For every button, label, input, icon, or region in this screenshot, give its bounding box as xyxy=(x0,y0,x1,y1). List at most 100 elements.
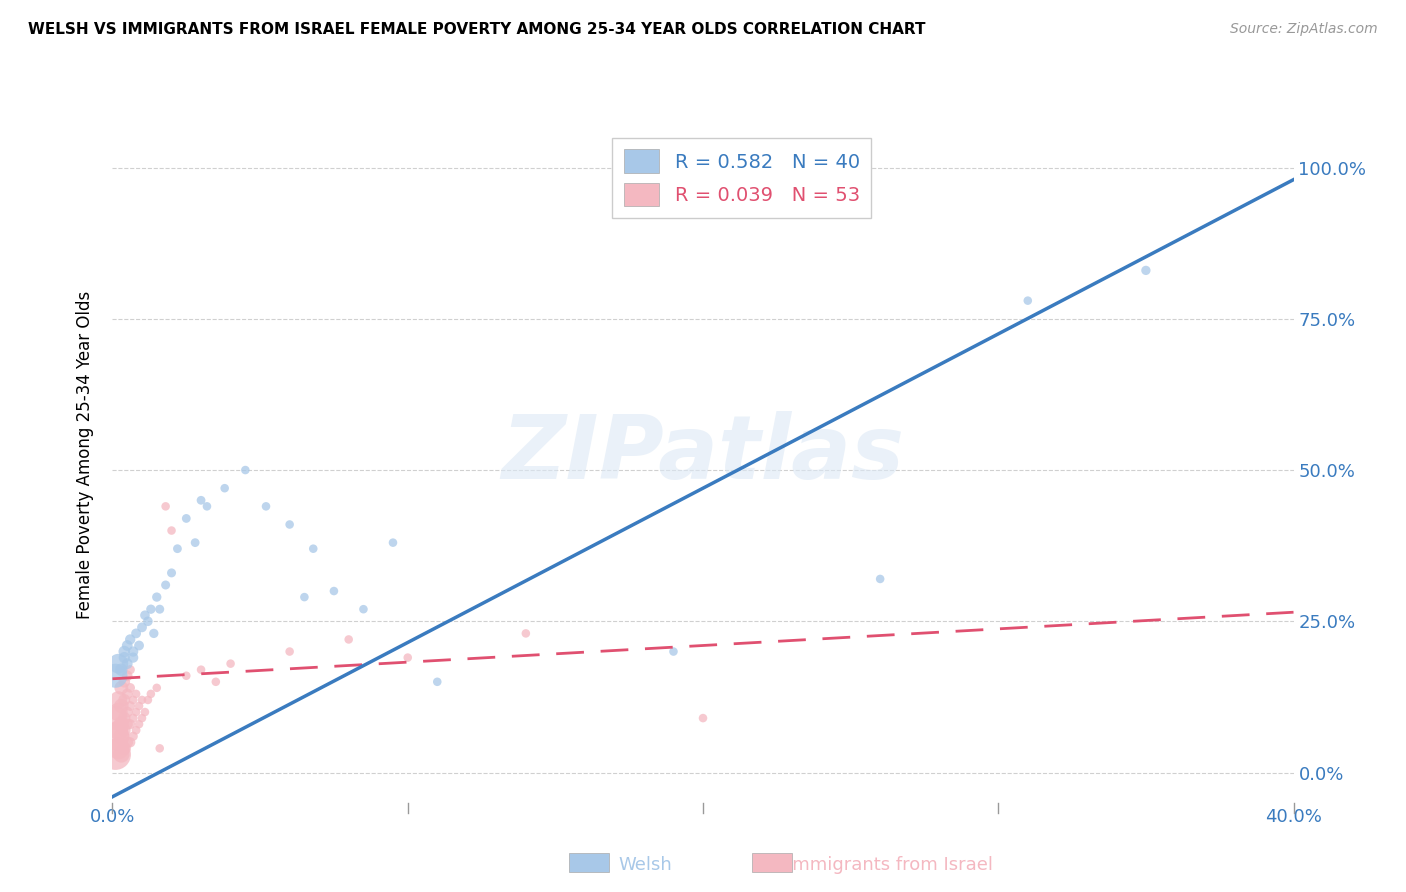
Point xyxy=(515,626,537,640)
Point xyxy=(117,669,138,683)
Point xyxy=(139,602,162,616)
Point xyxy=(112,711,135,725)
Point xyxy=(146,590,169,604)
Point xyxy=(120,717,142,731)
Text: Welsh: Welsh xyxy=(619,856,672,874)
Point xyxy=(174,511,197,525)
Legend: R = 0.582   N = 40, R = 0.039   N = 53: R = 0.582 N = 40, R = 0.039 N = 53 xyxy=(613,137,872,219)
Point xyxy=(122,729,145,743)
Point xyxy=(302,541,325,556)
Point xyxy=(128,698,150,713)
Point xyxy=(110,681,132,695)
Point xyxy=(292,590,315,604)
Point xyxy=(149,741,172,756)
Point xyxy=(107,705,129,719)
Point xyxy=(323,584,346,599)
Point xyxy=(205,674,228,689)
Point xyxy=(104,729,127,743)
Point xyxy=(112,741,135,756)
Point xyxy=(128,717,150,731)
Point xyxy=(125,723,148,738)
Point xyxy=(136,615,159,629)
Point xyxy=(120,663,142,677)
Point xyxy=(104,711,127,725)
Point xyxy=(1017,293,1039,308)
Point xyxy=(107,741,129,756)
Point xyxy=(692,711,714,725)
Point xyxy=(125,705,148,719)
Point xyxy=(190,493,212,508)
Point xyxy=(110,663,132,677)
Text: Immigrants from Israel: Immigrants from Israel xyxy=(787,856,994,874)
Point xyxy=(1135,263,1157,277)
Point xyxy=(155,578,177,592)
Point xyxy=(112,693,135,707)
Point xyxy=(117,735,138,749)
Point xyxy=(112,650,135,665)
Point xyxy=(155,500,177,514)
Point xyxy=(110,698,132,713)
Point xyxy=(107,693,129,707)
Point xyxy=(149,602,172,616)
Point xyxy=(112,723,135,738)
Point xyxy=(117,657,138,671)
Point xyxy=(139,687,162,701)
Point xyxy=(117,717,138,731)
FancyBboxPatch shape xyxy=(752,853,792,872)
Point xyxy=(233,463,256,477)
Point xyxy=(136,693,159,707)
Point xyxy=(396,650,419,665)
Point xyxy=(254,500,277,514)
Point xyxy=(146,681,169,695)
Point xyxy=(869,572,891,586)
FancyBboxPatch shape xyxy=(569,853,609,872)
Text: Source: ZipAtlas.com: Source: ZipAtlas.com xyxy=(1230,22,1378,37)
Point xyxy=(120,681,142,695)
Point xyxy=(166,541,188,556)
Point xyxy=(117,687,138,701)
Point xyxy=(125,626,148,640)
Point xyxy=(190,663,212,677)
Point xyxy=(214,481,236,495)
Point xyxy=(110,747,132,762)
Point xyxy=(110,717,132,731)
Point xyxy=(117,705,138,719)
Point xyxy=(184,535,207,549)
Point xyxy=(142,626,165,640)
Point xyxy=(112,674,135,689)
Point xyxy=(662,644,685,658)
Point xyxy=(134,705,156,719)
Point xyxy=(104,669,127,683)
Point xyxy=(278,644,301,658)
Point xyxy=(120,698,142,713)
Text: ZIPatlas: ZIPatlas xyxy=(502,411,904,499)
Point xyxy=(278,517,301,532)
Point xyxy=(112,644,135,658)
Point xyxy=(160,524,183,538)
Point xyxy=(426,674,449,689)
Point xyxy=(107,723,129,738)
Point xyxy=(219,657,242,671)
Point xyxy=(174,669,197,683)
Point xyxy=(131,693,153,707)
Point xyxy=(104,747,127,762)
Point xyxy=(120,632,142,647)
Point xyxy=(134,608,156,623)
Point xyxy=(120,735,142,749)
Point xyxy=(382,535,405,549)
Point xyxy=(352,602,374,616)
Point xyxy=(128,639,150,653)
Point xyxy=(131,620,153,634)
Point xyxy=(122,693,145,707)
Point xyxy=(195,500,218,514)
Point xyxy=(131,711,153,725)
Point xyxy=(117,639,138,653)
Point xyxy=(125,687,148,701)
Text: WELSH VS IMMIGRANTS FROM ISRAEL FEMALE POVERTY AMONG 25-34 YEAR OLDS CORRELATION: WELSH VS IMMIGRANTS FROM ISRAEL FEMALE P… xyxy=(28,22,925,37)
Point xyxy=(122,644,145,658)
Point xyxy=(122,711,145,725)
Point xyxy=(110,729,132,743)
Point xyxy=(107,657,129,671)
Point xyxy=(337,632,360,647)
Y-axis label: Female Poverty Among 25-34 Year Olds: Female Poverty Among 25-34 Year Olds xyxy=(76,291,94,619)
